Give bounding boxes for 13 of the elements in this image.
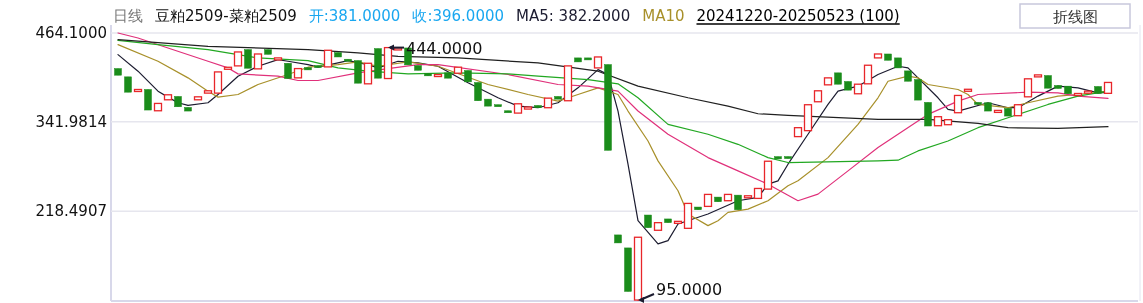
chart-subtitle: 豆粕2509-菜粕2509	[155, 7, 297, 25]
chart-title: 日线	[113, 7, 143, 25]
text: 收:396.0000	[412, 7, 505, 25]
y-tick-label: 218.4907	[35, 202, 107, 221]
annotation: 444.0000	[406, 38, 483, 58]
text: MA5: 382.2000	[516, 7, 631, 25]
text: 折线图	[1052, 8, 1098, 26]
annotation: 95.0000	[656, 280, 723, 299]
text: MA10	[642, 7, 685, 25]
y-tick-label: 464.1000	[35, 24, 107, 42]
y-tick-label: 341.9814	[35, 112, 107, 131]
text: 20241220-20250523 (100)	[696, 7, 900, 25]
text: 开:381.0000	[308, 7, 401, 25]
